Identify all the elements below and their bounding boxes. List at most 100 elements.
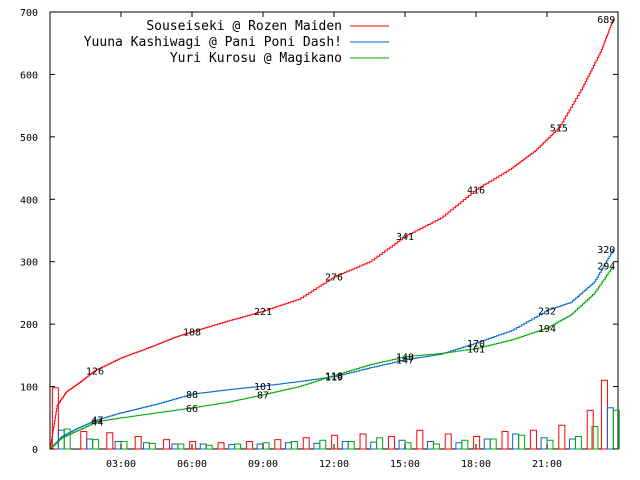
data-label-series-2: 320	[597, 245, 615, 256]
bar-series-1	[189, 441, 197, 450]
data-label-series-1: 416	[467, 185, 485, 196]
bar-series-2	[426, 441, 434, 450]
bar-series-3	[319, 439, 327, 450]
bar-series-1	[387, 436, 395, 450]
bar-series-3	[347, 441, 355, 450]
bar-series-2	[455, 442, 463, 450]
bar-series-1	[473, 436, 481, 450]
line-series-2	[50, 249, 614, 450]
data-label-series-2: 88	[186, 390, 198, 401]
data-label-series-2: 232	[538, 306, 556, 317]
legend-label-series-2: Yuuna Kashiwagi @ Pani Poni Dash!	[84, 35, 342, 50]
bar-series-1	[529, 429, 537, 450]
bar-series-1	[245, 441, 253, 450]
x-tick-label: 21:00	[532, 459, 562, 470]
line-series-1	[50, 18, 614, 450]
bar-series-1	[51, 387, 59, 450]
x-tick-label: 18:00	[461, 459, 491, 470]
bar-series-1	[600, 379, 608, 450]
bar-series-2	[483, 438, 491, 450]
bars-layer	[51, 379, 620, 450]
bar-series-2	[142, 442, 150, 450]
data-label-series-3: 118	[325, 371, 343, 382]
bar-series-2	[256, 443, 264, 450]
legend-label-series-3: Yuri Kurosu @ Magikano	[170, 51, 342, 66]
bar-series-1	[134, 436, 142, 450]
bar-series-1	[302, 437, 310, 450]
bar-series-3	[489, 438, 497, 450]
data-label-series-1: 126	[86, 366, 104, 377]
y-tick-label: 200	[20, 320, 38, 331]
bar-series-2	[370, 441, 378, 450]
data-label-series-2: 47	[91, 416, 103, 427]
bar-series-1	[586, 409, 594, 450]
bar-series-2	[606, 407, 614, 450]
bar-series-3	[92, 439, 100, 450]
bar-series-3	[461, 439, 469, 450]
bar-series-3	[574, 436, 582, 450]
bar-series-3	[120, 441, 128, 450]
bar-series-1	[80, 431, 88, 450]
bar-series-2	[86, 438, 94, 450]
x-tick-label: 12:00	[319, 459, 349, 470]
axes-layer: 0 100 200 300 400 500 600 700 03:00 06:00 09:00 12:…	[20, 8, 618, 470]
data-labels-layer: 126 188 221 276 341 416 515 689 47 88 101 119 147 170…	[86, 15, 615, 429]
bar-series-2	[199, 443, 207, 450]
bar-series-2	[341, 441, 349, 450]
data-label-series-2: 170	[467, 339, 485, 350]
y-tick-label: 600	[20, 70, 38, 81]
lines-layer	[50, 18, 614, 450]
x-tick-label: 15:00	[390, 459, 420, 470]
x-tick-label: 03:00	[106, 459, 136, 470]
data-label-series-1: 515	[550, 123, 568, 134]
bar-series-2	[568, 438, 576, 450]
y-tick-label: 700	[20, 8, 38, 19]
bar-series-3	[591, 426, 599, 450]
bar-series-2	[512, 433, 520, 450]
data-label-series-3: 87	[257, 391, 269, 402]
data-label-series-1: 188	[183, 328, 201, 339]
bar-series-1	[416, 429, 424, 450]
bar-series-3	[404, 442, 412, 450]
bar-series-1	[217, 442, 225, 450]
data-label-series-3: 294	[597, 261, 615, 272]
bar-series-3	[177, 443, 185, 450]
data-label-series-1: 276	[325, 273, 343, 284]
bar-series-2	[313, 442, 321, 450]
y-tick-label: 0	[32, 445, 38, 456]
data-label-series-3: 161	[467, 344, 485, 355]
bar-series-1	[331, 434, 339, 450]
data-label-series-3: 66	[186, 404, 198, 415]
bar-series-1	[274, 439, 282, 450]
bar-series-3	[148, 442, 156, 450]
data-label-series-1: 221	[254, 307, 272, 318]
bar-series-2	[171, 443, 179, 450]
bar-series-2	[398, 439, 406, 450]
bar-series-1	[163, 439, 171, 450]
bar-series-3	[234, 443, 242, 450]
data-label-series-3: 44	[91, 418, 103, 429]
bar-series-2	[284, 442, 292, 450]
y-tick-label: 100	[20, 383, 38, 394]
bar-series-3	[376, 437, 384, 450]
bar-series-3	[63, 428, 71, 450]
data-label-series-2: 101	[254, 382, 272, 393]
bar-series-3	[546, 439, 554, 450]
x-tick-label: 06:00	[177, 459, 207, 470]
bar-series-2	[228, 444, 236, 450]
line-series-3	[50, 265, 614, 450]
bar-series-1	[558, 424, 566, 450]
data-label-series-3: 148	[396, 353, 414, 364]
data-label-series-1: 689	[597, 15, 615, 26]
x-tick-label: 09:00	[248, 459, 278, 470]
bar-series-1	[106, 432, 114, 450]
bar-series-1	[501, 431, 509, 450]
bar-series-1	[444, 433, 452, 450]
data-label-series-2: 119	[325, 373, 343, 384]
bar-series-2	[540, 437, 548, 450]
y-tick-label: 300	[20, 258, 38, 269]
y-tick-label: 400	[20, 195, 38, 206]
data-label-series-2: 147	[396, 356, 414, 367]
bar-series-2	[114, 441, 122, 450]
